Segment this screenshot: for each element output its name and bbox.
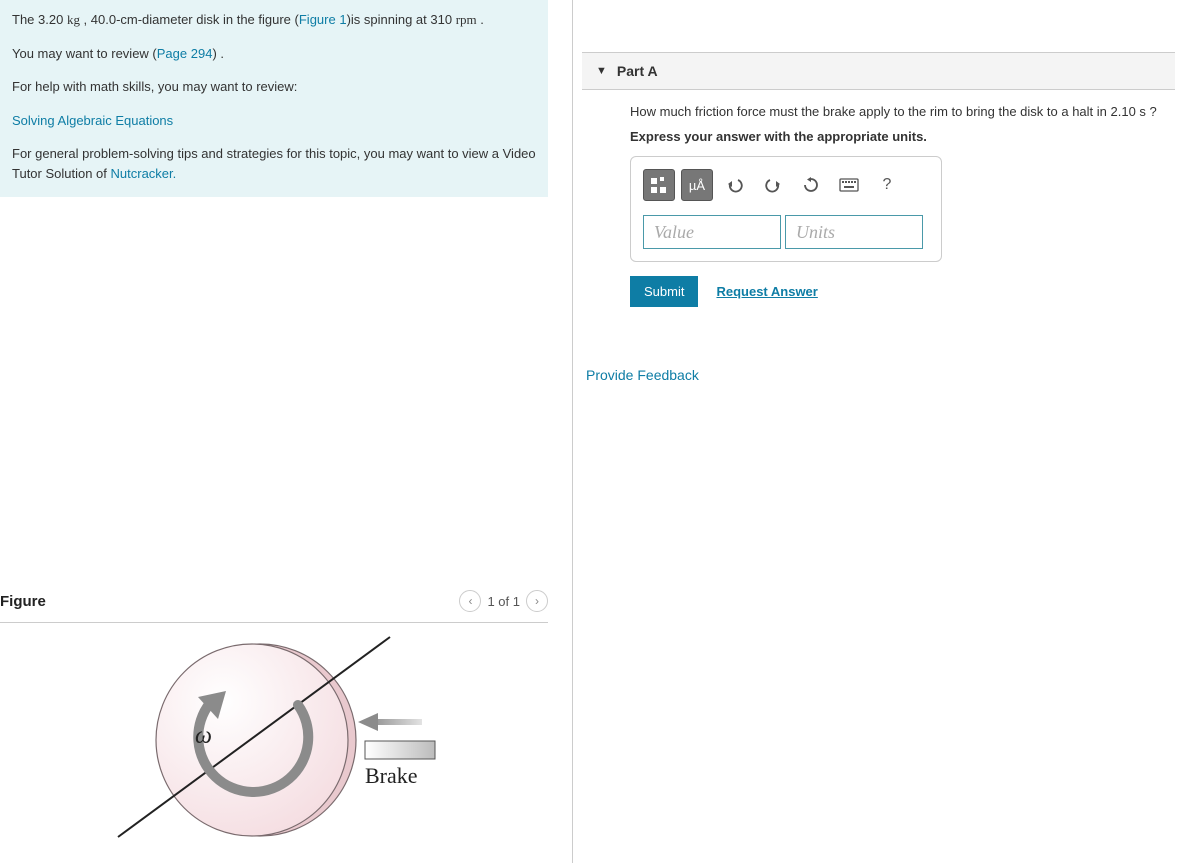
stem-line-3: For help with math skills, you may want …: [12, 77, 536, 97]
answer-actions: Submit Request Answer: [630, 276, 1161, 307]
text: ) .: [212, 46, 224, 61]
answer-inputs: Value Units: [643, 215, 929, 249]
reset-button[interactable]: [795, 169, 827, 201]
part-a-header: ▼ Part A: [582, 52, 1175, 90]
stem-line-4: For general problem-solving tips and str…: [12, 144, 536, 183]
stem-line-1: The 3.20 kg , 40.0-cm-diameter disk in t…: [12, 10, 536, 30]
stem-line-2: You may want to review (Page 294) .: [12, 44, 536, 64]
text: )is spinning at 310: [347, 12, 456, 27]
figure-link[interactable]: Figure 1: [299, 12, 347, 27]
help-button[interactable]: ?: [871, 169, 903, 201]
unit-kg: kg: [67, 12, 80, 27]
problem-stem: The 3.20 kg , 40.0-cm-diameter disk in t…: [0, 0, 548, 197]
collapse-icon[interactable]: ▼: [596, 65, 607, 77]
figure-title: Figure: [0, 593, 46, 610]
submit-button[interactable]: Submit: [630, 276, 698, 307]
text: You may want to review (: [12, 46, 157, 61]
request-answer-link[interactable]: Request Answer: [716, 284, 817, 299]
text: , 40.0-cm-diameter disk in the figure (: [80, 12, 299, 27]
figure-diagram: ω Brake: [100, 625, 460, 855]
keyboard-button[interactable]: [833, 169, 865, 201]
text: For general problem-solving tips and str…: [12, 146, 536, 181]
omega-label: ω: [195, 723, 212, 749]
left-column: The 3.20 kg , 40.0-cm-diameter disk in t…: [0, 0, 573, 863]
figure-prev-button[interactable]: ‹: [459, 590, 481, 612]
provide-feedback-link[interactable]: Provide Feedback: [582, 367, 1175, 383]
units-input[interactable]: Units: [785, 215, 923, 249]
value-input[interactable]: Value: [643, 215, 781, 249]
brake-label: Brake: [365, 763, 418, 788]
figure-next-button[interactable]: ›: [526, 590, 548, 612]
templates-button[interactable]: [643, 169, 675, 201]
units-placeholder: Units: [796, 222, 835, 243]
instruction-text: Express your answer with the appropriate…: [630, 129, 1161, 144]
unit-rpm: rpm: [456, 12, 477, 27]
figure-pager: ‹ 1 of 1 ›: [459, 590, 548, 612]
help-label: ?: [883, 176, 892, 194]
answer-toolbar: µÅ ?: [643, 169, 929, 201]
algebra-link[interactable]: Solving Algebraic Equations: [12, 113, 173, 128]
mu-a-label: µÅ: [689, 178, 705, 193]
text: .: [477, 12, 484, 27]
answer-box: µÅ ? Value Units: [630, 156, 942, 262]
part-a-body: How much friction force must the brake a…: [582, 90, 1175, 307]
value-placeholder: Value: [654, 222, 694, 243]
nutcracker-link[interactable]: Nutcracker.: [111, 166, 177, 181]
part-a-title: Part A: [617, 63, 658, 79]
text: The 3.20: [12, 12, 67, 27]
right-column: ▼ Part A How much friction force must th…: [574, 0, 1183, 863]
special-chars-button[interactable]: µÅ: [681, 169, 713, 201]
page-link[interactable]: Page 294: [157, 46, 213, 61]
figure-header: Figure ‹ 1 of 1 ›: [0, 590, 548, 623]
redo-button[interactable]: [757, 169, 789, 201]
figure-page-count: 1 of 1: [487, 594, 520, 609]
undo-button[interactable]: [719, 169, 751, 201]
question-text: How much friction force must the brake a…: [630, 104, 1161, 119]
